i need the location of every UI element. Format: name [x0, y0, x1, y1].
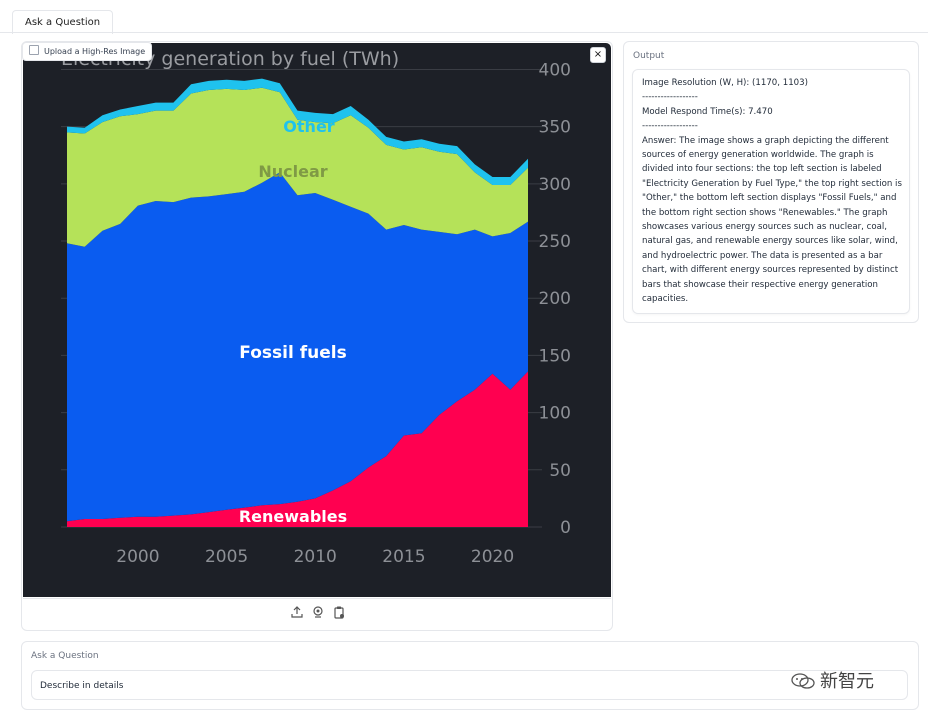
watermark: 新智元: [790, 667, 874, 697]
image-display[interactable]: 0 50 100 150 200 250 300 350 400 2000 2005 2010 2015…: [23, 43, 611, 597]
webcam-icon[interactable]: [310, 605, 326, 621]
upload-image-label[interactable]: Upload a High-Res Image: [22, 42, 153, 61]
upload-icon[interactable]: [289, 605, 305, 621]
energy-chart: 0 50 100 150 200 250 300 350 400 2000 2005 2010 2015…: [61, 48, 571, 567]
tab-ask-a-question[interactable]: Ask a Question: [12, 10, 114, 34]
x-tick-label: 2015: [382, 547, 425, 567]
x-tick-label: 2010: [294, 547, 337, 567]
y-tick-label: 0: [560, 518, 571, 538]
x-tick-label: 2020: [471, 547, 514, 567]
clipboard-icon[interactable]: [331, 605, 347, 621]
y-tick-label: 200: [539, 289, 571, 309]
area-fossil-fuels: [67, 172, 528, 522]
y-tick-label: 50: [549, 461, 571, 481]
y-tick-label: 150: [539, 346, 571, 366]
image-panel: 0 50 100 150 200 250 300 350 400 2000 2005 2010 2015…: [21, 41, 613, 631]
y-tick-label: 250: [539, 232, 571, 252]
output-label: Output: [633, 51, 665, 61]
series-label: Nuclear: [258, 162, 327, 181]
y-tick-label: 400: [539, 60, 571, 80]
area-renewables: [67, 371, 528, 527]
question-label: Ask a Question: [31, 651, 99, 661]
question-panel: Ask a Question Describe in details: [21, 641, 919, 710]
tab-divider: [0, 32, 928, 33]
x-tick-label: 2005: [205, 547, 248, 567]
y-tick-label: 350: [539, 118, 571, 138]
y-tick-label: 100: [539, 404, 571, 424]
upload-label-text: Upload a High-Res Image: [44, 47, 146, 56]
series-label: Renewables: [239, 507, 347, 526]
area-nuclear: [67, 87, 528, 247]
output-text: Image Resolution (W, H): (1170, 1103) --…: [642, 78, 902, 305]
close-button[interactable]: ×: [590, 47, 606, 63]
x-tick-label: 2000: [116, 547, 159, 567]
image-icon: [29, 45, 39, 55]
series-label: Fossil fuels: [239, 343, 346, 363]
y-tick-label: 300: [539, 175, 571, 195]
output-textbox[interactable]: Image Resolution (W, H): (1170, 1103) --…: [632, 69, 910, 314]
watermark-text: 新智元: [820, 671, 874, 692]
question-input[interactable]: Describe in details: [31, 670, 908, 700]
image-toolbar: [23, 598, 611, 630]
tab-bar: Ask a Question: [0, 0, 928, 34]
output-panel: Output Image Resolution (W, H): (1170, 1…: [623, 41, 919, 323]
area-other: [67, 78, 528, 185]
wechat-logo-icon: [791, 673, 815, 689]
series-label: Other: [283, 117, 334, 136]
